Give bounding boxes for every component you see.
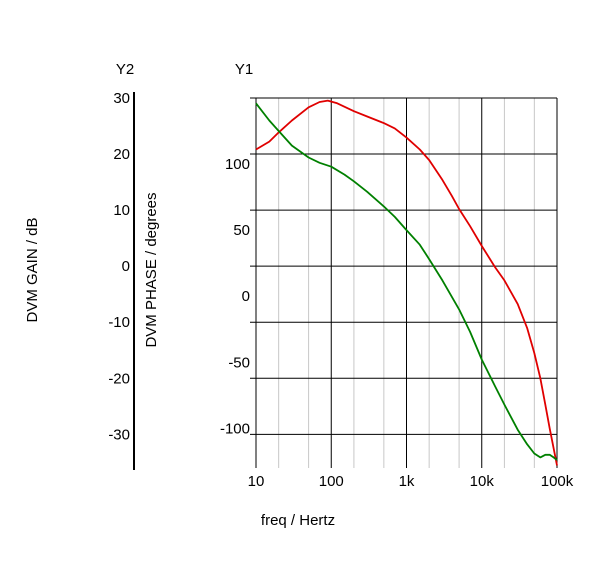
- gain-tick-label: 0: [122, 258, 130, 275]
- x-tick-label: 10: [248, 473, 265, 490]
- x-tick-label: 10k: [470, 473, 495, 490]
- phase-tick-label: -100: [220, 420, 250, 437]
- x-tick-label: 1k: [399, 473, 415, 490]
- phase-tick-label: -50: [228, 354, 250, 371]
- y2-axis-title: Y2: [116, 61, 134, 78]
- grid: [250, 97, 558, 468]
- x-axis-label: freq / Hertz: [261, 512, 335, 529]
- series-layer: [255, 99, 558, 466]
- gain-tick-label: 20: [113, 146, 130, 163]
- x-tick-label: 100k: [541, 473, 574, 490]
- x-tick-label: 100: [319, 473, 344, 490]
- series-line-1: [255, 99, 558, 466]
- gain-tick-label: -30: [108, 426, 130, 443]
- phase-tick-label: 100: [225, 156, 250, 173]
- phase-tick-label: 50: [233, 222, 250, 239]
- gain-axis-label: DVM GAIN / dB: [24, 217, 41, 322]
- y1-axis-title: Y1: [235, 61, 253, 78]
- phase-tick-label: 0: [242, 288, 250, 305]
- gain-tick-label: -20: [108, 370, 130, 387]
- series-line-2: [255, 102, 558, 461]
- gain-tick-label: 10: [113, 202, 130, 219]
- gain-tick-label: -10: [108, 314, 130, 331]
- phase-axis-label: DVM PHASE / degrees: [143, 192, 160, 347]
- gain-tick-label: 30: [113, 90, 130, 107]
